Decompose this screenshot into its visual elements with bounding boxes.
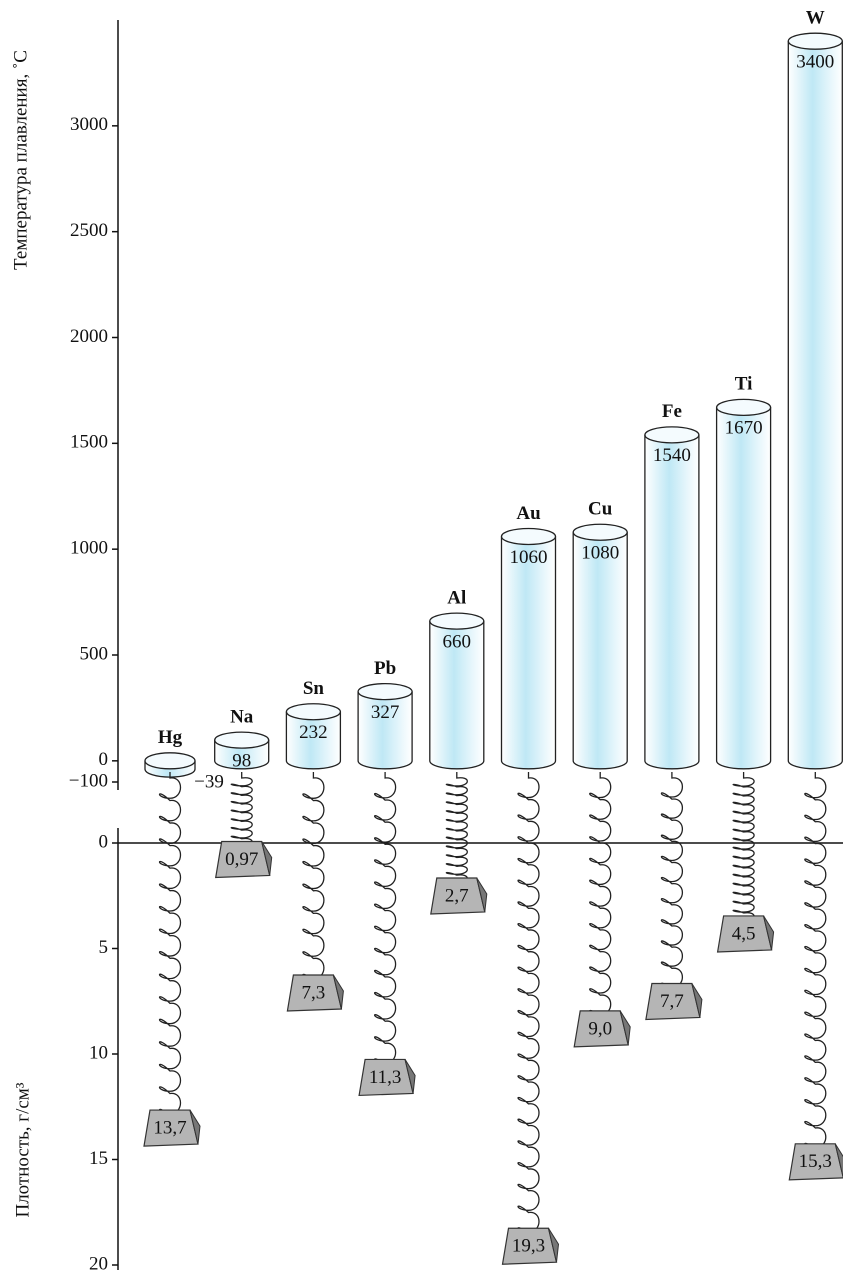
value-label: 7,3 [302,982,326,1003]
spring [373,772,397,1067]
cylinder [715,407,772,770]
value-label: −39 [194,771,224,792]
category-label: Hg [158,727,183,748]
cylinder-top [715,398,772,417]
y-tick-label: 500 [80,643,109,664]
weight-side [763,915,775,951]
spring [517,772,540,1236]
y-tick-label: 15 [89,1148,108,1169]
spring [158,772,182,1118]
category-label: Pb [374,658,396,679]
cylinder [500,536,557,770]
value-label: 1080 [581,543,619,564]
y-tick-label: 20 [89,1253,108,1273]
category-label: Au [516,503,541,524]
value-label: 3400 [796,52,834,73]
cylinder [357,691,413,770]
y-tick-label: 0 [99,749,109,770]
y-tick-label: 10 [89,1042,108,1063]
weight-side [404,1059,416,1094]
value-label: 2,7 [445,885,469,906]
cylinder [572,532,628,770]
cylinder-top [787,32,843,50]
weight-side [619,1010,631,1046]
spring [732,772,755,923]
category-label: Na [230,706,254,727]
weight-side [476,877,488,913]
y-tick-label: 3000 [70,114,108,135]
cylinder-top [144,752,196,770]
y-tick-label: 2500 [70,220,108,241]
cylinder [787,41,843,770]
cylinder-top [214,731,270,749]
value-label: 4,5 [732,923,756,944]
value-label: 660 [443,631,472,652]
spring [445,772,468,885]
spring [230,772,253,849]
category-label: W [806,8,825,29]
cylinder [429,621,485,770]
value-label: 1060 [510,547,548,568]
value-label: 327 [371,702,400,723]
cylinder-top [572,523,628,541]
y-tick-label: 2000 [70,326,108,347]
weight-side [189,1109,201,1145]
weight-side [332,974,344,1010]
cylinder [644,434,700,770]
spring [589,772,612,1019]
weight-side [691,983,703,1018]
spring [804,772,827,1152]
category-label: Sn [303,678,325,699]
y-axis-title: Температура плавления, ˚C [10,50,31,270]
spring [302,772,325,983]
cylinder [285,711,342,770]
category-label: Cu [588,499,613,520]
value-label: 98 [232,750,251,771]
cylinder-top [644,426,700,444]
category-label: Ti [735,374,753,395]
value-label: 9,0 [588,1018,612,1039]
y-tick-label: 1000 [70,538,108,559]
cylinder-top [429,612,485,630]
cylinder-top [285,703,342,721]
weight-side [261,841,273,876]
category-label: Al [447,587,466,608]
value-label: 1540 [653,445,691,466]
category-label: Fe [662,401,682,422]
spring [660,772,684,991]
value-label: 0,97 [225,849,258,870]
value-label: 11,3 [369,1067,402,1088]
value-label: 15,3 [799,1151,832,1172]
weight-side [834,1143,843,1178]
value-label: 1670 [725,418,763,439]
y-axis-title: Плотность, г/см³ [12,1082,33,1217]
value-label: 7,7 [660,991,684,1012]
value-label: 232 [299,722,328,743]
cylinder-top [500,527,557,546]
weight [788,1143,843,1181]
y-tick-label: −100 [69,770,108,791]
y-tick-label: 5 [99,937,109,958]
weight-side [548,1227,560,1263]
y-tick-label: 1500 [70,432,108,453]
y-tick-label: 0 [99,831,109,852]
value-label: 19,3 [512,1236,545,1257]
value-label: 13,7 [153,1117,186,1138]
cylinder-top [357,682,413,701]
